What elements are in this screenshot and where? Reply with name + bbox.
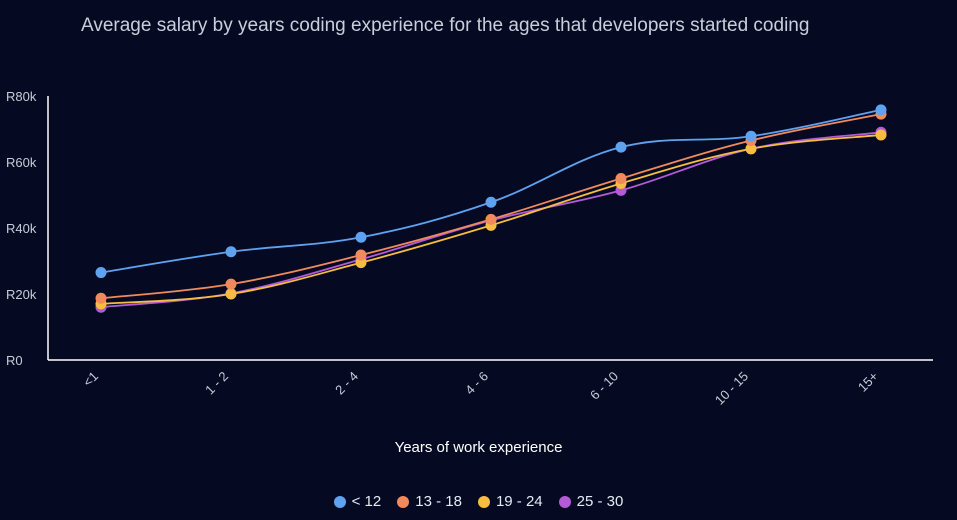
data-point[interactable] bbox=[875, 104, 887, 116]
legend-label: 25 - 30 bbox=[576, 493, 624, 510]
data-point[interactable] bbox=[355, 257, 367, 269]
data-point[interactable] bbox=[745, 143, 757, 155]
y-tick-label: R80k bbox=[6, 89, 37, 104]
data-point[interactable] bbox=[355, 231, 367, 243]
data-point[interactable] bbox=[615, 141, 627, 153]
y-tick-label: R40k bbox=[6, 221, 37, 236]
legend: < 12 13 - 18 19 - 24 25 - 30 bbox=[0, 493, 957, 510]
data-point[interactable] bbox=[225, 288, 237, 300]
data-point[interactable] bbox=[95, 292, 107, 304]
legend-item[interactable]: < 12 bbox=[333, 493, 382, 510]
x-tick-label: 6 - 10 bbox=[587, 369, 621, 403]
data-point[interactable] bbox=[225, 278, 237, 290]
data-point[interactable] bbox=[485, 213, 497, 225]
data-point[interactable] bbox=[745, 130, 757, 142]
legend-item[interactable]: 25 - 30 bbox=[558, 493, 624, 510]
chart-title: Average salary by years coding experienc… bbox=[81, 15, 810, 36]
x-axis-label: Years of work experience bbox=[394, 439, 563, 456]
legend-marker-icon bbox=[477, 495, 490, 508]
legend-label: < 12 bbox=[351, 493, 382, 510]
data-point[interactable] bbox=[355, 249, 367, 261]
x-tick-label: 10 - 15 bbox=[712, 369, 751, 408]
x-tick-label: 2 - 4 bbox=[332, 369, 361, 398]
x-tick-label: 4 - 6 bbox=[462, 369, 491, 398]
data-point[interactable] bbox=[225, 246, 237, 258]
series-line bbox=[100, 108, 882, 274]
y-tick-label: R0 bbox=[6, 353, 23, 368]
x-tick-label: 15+ bbox=[855, 369, 881, 395]
legend-item[interactable]: 13 - 18 bbox=[397, 493, 462, 510]
legend-marker-icon bbox=[397, 495, 410, 508]
x-tick-label: <1 bbox=[80, 369, 101, 390]
legend-marker-icon bbox=[333, 495, 346, 508]
data-point[interactable] bbox=[615, 173, 627, 184]
legend-item[interactable]: 19 - 24 bbox=[477, 493, 543, 510]
data-point[interactable] bbox=[485, 196, 497, 208]
y-tick-label: R60k bbox=[6, 155, 37, 170]
x-tick-label: 1 - 2 bbox=[202, 369, 231, 398]
legend-marker-icon bbox=[558, 495, 571, 508]
legend-label: 19 - 24 bbox=[495, 493, 543, 510]
y-tick-label: R20k bbox=[6, 287, 37, 302]
data-point[interactable] bbox=[875, 129, 887, 141]
legend-label: 13 - 18 bbox=[415, 493, 462, 510]
data-point[interactable] bbox=[95, 267, 107, 279]
